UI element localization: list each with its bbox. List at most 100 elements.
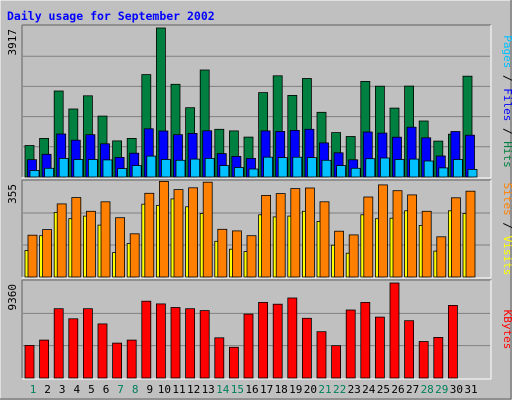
bar-pages-day-23 (350, 167, 361, 178)
bar-pages-day-21 (321, 159, 332, 178)
bar-sites-day-2 (42, 229, 52, 278)
bar-kbytes-day-2 (39, 339, 49, 379)
bar-pages-day-25 (379, 157, 390, 178)
day-label-14: 14 (216, 383, 230, 396)
bar-kbytes-day-18 (272, 303, 283, 379)
bar-sites-day-29 (436, 236, 447, 278)
bar-kbytes-day-8 (126, 339, 137, 379)
day-label-5: 5 (88, 383, 95, 396)
bar-pages-day-27 (409, 158, 420, 178)
bar-pages-day-8 (131, 165, 142, 178)
day-label-29: 29 (435, 383, 448, 396)
bar-pages-day-9 (146, 155, 157, 178)
panel-1: 3917 Pages / Files / Hits (6, 24, 512, 179)
bar-kbytes-day-11 (170, 307, 181, 379)
day-label-28: 28 (421, 383, 434, 396)
bar-kbytes-day-6 (97, 323, 108, 379)
bar-sites-day-28 (421, 210, 432, 278)
bar-sites-day-9 (144, 192, 155, 278)
day-label-3: 3 (59, 383, 66, 396)
bar-sites-day-17 (261, 194, 272, 278)
day-label-1: 1 (30, 383, 37, 396)
bar-pages-day-24 (365, 158, 376, 178)
bar-pages-day-3 (58, 157, 69, 178)
day-label-22: 22 (333, 383, 346, 396)
bar-pages-day-29 (438, 167, 449, 178)
bar-sites-day-15 (231, 230, 242, 278)
day-label-27: 27 (406, 383, 419, 396)
day-label-7: 7 (117, 383, 124, 396)
bar-sites-day-31 (465, 190, 476, 278)
legend-part: Pages (501, 35, 512, 68)
x-axis-day-labels: 1 2 3 4 5 6 7 8 9 10 11 12 13 14 15 16 17 18 19 20 21 22 23 24 2… (30, 383, 478, 396)
day-label-23: 23 (348, 383, 361, 396)
bar-sites-day-13 (202, 181, 213, 278)
day-label-16: 16 (245, 383, 258, 396)
bar-kbytes-day-20 (301, 317, 312, 379)
series-sites (27, 180, 476, 278)
day-label-30: 30 (450, 383, 463, 396)
bar-kbytes-day-25 (374, 316, 385, 379)
bar-pages-day-30 (452, 159, 463, 178)
axis-max-label: 9360 (6, 284, 19, 311)
bar-kbytes-day-22 (331, 345, 342, 379)
day-label-9: 9 (146, 383, 153, 396)
legend-part: / (501, 121, 512, 141)
bar-kbytes-day-15 (228, 346, 239, 379)
bar-sites-day-25 (377, 184, 388, 278)
bar-kbytes-day-19 (287, 297, 298, 379)
legend-part: Hits (501, 141, 512, 168)
bar-pages-day-15 (233, 167, 244, 178)
bar-kbytes-day-9 (141, 300, 152, 379)
bar-sites-day-30 (450, 197, 461, 278)
legend-part: KBytes (501, 310, 512, 350)
bar-sites-day-11 (173, 189, 184, 278)
day-label-26: 26 (391, 383, 404, 396)
bar-kbytes-day-12 (185, 308, 196, 379)
bar-pages-day-31 (467, 168, 478, 178)
day-label-21: 21 (318, 383, 331, 396)
day-label-15: 15 (231, 383, 244, 396)
day-label-6: 6 (103, 383, 110, 396)
day-label-18: 18 (275, 383, 288, 396)
bar-kbytes-day-3 (53, 308, 64, 379)
panel-2: 355 Sites / Visits (6, 179, 512, 279)
bar-kbytes-day-30 (447, 304, 458, 379)
bar-pages-day-6 (102, 159, 113, 178)
bar-sites-day-12 (188, 187, 199, 278)
bar-sites-day-7 (115, 217, 125, 278)
bar-sites-day-4 (71, 197, 82, 278)
bar-pages-day-1 (29, 170, 40, 178)
bar-pages-day-11 (175, 159, 186, 178)
bar-sites-day-10 (158, 180, 169, 278)
bar-kbytes-day-28 (418, 341, 429, 379)
bar-pages-day-16 (248, 168, 259, 178)
bar-sites-day-16 (246, 235, 257, 278)
bar-sites-day-20 (304, 187, 315, 278)
bar-kbytes-day-4 (68, 318, 79, 379)
bar-kbytes-day-10 (155, 303, 166, 379)
bar-pages-day-28 (423, 160, 434, 178)
bar-sites-day-22 (334, 230, 345, 278)
series-legend-label: Pages / Files / Hits (501, 35, 512, 168)
bar-sites-day-1 (27, 234, 38, 278)
bar-sites-day-19 (290, 188, 301, 278)
day-label-12: 12 (187, 383, 200, 396)
day-label-17: 17 (260, 383, 273, 396)
bar-pages-day-2 (44, 167, 54, 178)
day-label-13: 13 (202, 383, 215, 396)
chart-panels: 3917 Pages / Files / Hits 355 Sites / Visit… (6, 24, 512, 380)
bar-kbytes-day-14 (214, 337, 225, 379)
bar-sites-day-14 (217, 228, 228, 278)
bar-kbytes-day-7 (112, 342, 122, 379)
day-label-10: 10 (158, 383, 171, 396)
day-label-4: 4 (73, 383, 80, 396)
bar-pages-day-5 (88, 159, 98, 178)
bar-pages-day-12 (190, 158, 201, 178)
bar-pages-day-22 (336, 165, 347, 178)
bar-sites-day-5 (86, 210, 96, 278)
day-label-8: 8 (132, 383, 139, 396)
panel-3: 9360 KBytes (6, 279, 512, 380)
